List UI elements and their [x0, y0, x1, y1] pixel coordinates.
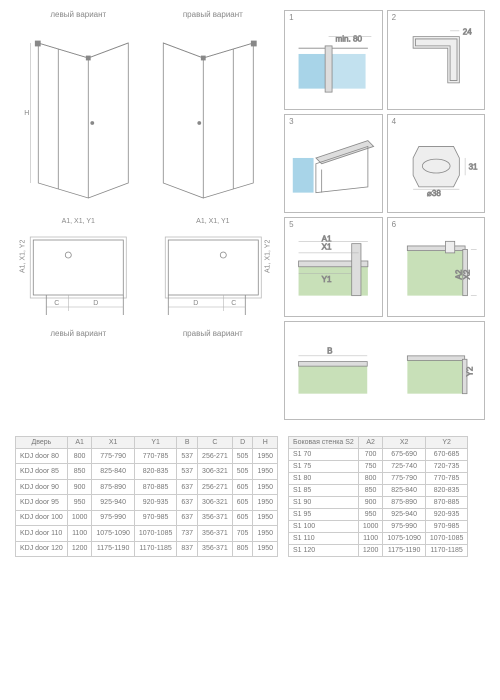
table-row: S1 85850825-840820-835: [289, 485, 468, 497]
table-header: Y2: [425, 437, 467, 449]
plan-left: C D A1, X1, Y2 левый вариант: [15, 225, 142, 365]
svg-text:B: B: [327, 346, 332, 355]
plan-right: D C A1, X1, Y2 правый вариант: [150, 225, 277, 365]
svg-text:C: C: [54, 300, 59, 307]
svg-text:X1: X1: [322, 242, 332, 251]
dim-top-left: A1, X1, Y1: [15, 218, 142, 225]
svg-text:X2: X2: [462, 269, 471, 279]
svg-text:min. 80: min. 80: [336, 34, 363, 43]
plan-row: C D A1, X1, Y2 левый вариант: [15, 225, 276, 365]
svg-text:A1, X1, Y2: A1, X1, Y2: [264, 240, 271, 273]
dim-top-right: A1, X1, Y1: [150, 218, 277, 225]
table-header: Y1: [134, 437, 176, 449]
iso-right-svg: [150, 23, 277, 203]
table-row: KDJ door 85850825-840820-835537306-32150…: [16, 464, 278, 479]
plan-left-svg: C D A1, X1, Y2: [15, 225, 142, 325]
plan-right-label: правый вариант: [150, 329, 277, 338]
table-header: X1: [92, 437, 134, 449]
table-row: KDJ door 12012001175-11901170-1185837356…: [16, 541, 278, 556]
table-row: KDJ door 11011001075-10901070-1085737356…: [16, 526, 278, 541]
svg-text:C: C: [231, 300, 236, 307]
table-header: Боковая стенка S2: [289, 437, 359, 449]
iso-left-svg: H: [15, 23, 142, 203]
table-header: C: [198, 437, 233, 449]
table-doors: ДверьA1X1Y1BCDH KDJ door 80800775-790770…: [15, 436, 278, 557]
table-header: Дверь: [16, 437, 68, 449]
detail-1-num: 1: [289, 13, 293, 22]
table-row: KDJ door 80800775-790770-785537256-27150…: [16, 449, 278, 464]
table-row: KDJ door 95950925-940920-935637306-32160…: [16, 495, 278, 510]
iso-left-label: левый вариант: [15, 10, 142, 19]
svg-text:D: D: [193, 300, 198, 307]
table-header: H: [253, 437, 278, 449]
table-header: B: [177, 437, 198, 449]
table-header: A1: [67, 437, 92, 449]
detail-3: 3: [284, 114, 382, 214]
detail-6: 6 A2 X2: [387, 217, 485, 317]
main-diagram-area: левый вариант H: [15, 10, 485, 420]
tables-row: ДверьA1X1Y1BCDH KDJ door 80800775-790770…: [15, 436, 485, 557]
table-row: S1 75750725-740720-735: [289, 461, 468, 473]
detail-bottom-row: B Y2: [284, 321, 485, 421]
svg-text:Y2: Y2: [466, 366, 475, 376]
detail-5: 5 X1 Y1 A1: [284, 217, 382, 317]
table-row: S1 80800775-790770-785: [289, 473, 468, 485]
iso-right-label: правый вариант: [150, 10, 277, 19]
table-header: X2: [383, 437, 425, 449]
svg-text:Y1: Y1: [322, 275, 332, 284]
detail-5-num: 5: [289, 220, 293, 229]
detail-4: 4 ⌀38 31: [387, 114, 485, 214]
svg-text:31: 31: [468, 162, 477, 171]
detail-3-num: 3: [289, 117, 293, 126]
table-row: S1 95950925-940920-935: [289, 509, 468, 521]
plan-right-svg: D C A1, X1, Y2: [150, 225, 277, 325]
svg-text:A1, X1, Y2: A1, X1, Y2: [19, 240, 26, 273]
iso-left: левый вариант H: [15, 10, 142, 210]
detail-grid: 1 min. 80 2 24 3: [284, 10, 485, 420]
table-row: S1 90900875-890870-885: [289, 497, 468, 509]
table-header: D: [232, 437, 253, 449]
svg-text:24: 24: [462, 27, 471, 36]
table-header: A2: [358, 437, 383, 449]
detail-2-num: 2: [392, 13, 396, 22]
table-row: S1 11011001075-10901070-1085: [289, 533, 468, 545]
left-column: левый вариант H: [15, 10, 276, 420]
table-side-walls: Боковая стенка S2A2X2Y2 S1 70700675-6906…: [288, 436, 468, 557]
table-row: S1 1001000975-990970-985: [289, 521, 468, 533]
dim-h-label: H: [24, 110, 29, 117]
table-row: S1 70700675-690670-685: [289, 449, 468, 461]
table-row: KDJ door 1001000975-990970-985637356-371…: [16, 510, 278, 525]
svg-text:A1: A1: [322, 234, 332, 243]
iso-right: правый вариант: [150, 10, 277, 210]
isometric-row: левый вариант H: [15, 10, 276, 210]
detail-1: 1 min. 80: [284, 10, 382, 110]
detail-4-num: 4: [392, 117, 396, 126]
detail-2: 2 24: [387, 10, 485, 110]
svg-text:⌀38: ⌀38: [427, 189, 441, 198]
table-row: KDJ door 90900875-890870-885637256-27160…: [16, 479, 278, 494]
table-row: S1 12012001175-11901170-1185: [289, 545, 468, 557]
detail-6-num: 6: [392, 220, 396, 229]
plan-left-label: левый вариант: [15, 329, 142, 338]
svg-text:D: D: [93, 300, 98, 307]
